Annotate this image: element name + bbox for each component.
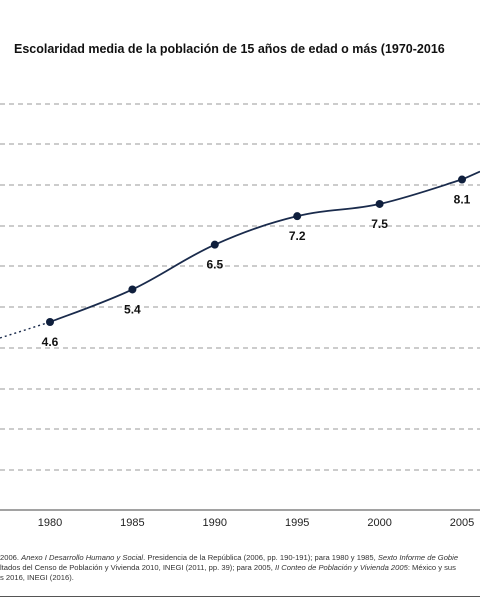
- source-note: 2006. Anexo I Desarrollo Humano y Social…: [0, 553, 480, 583]
- gridlines: [0, 103, 480, 471]
- data-point-1995: [293, 212, 302, 221]
- data-labels: 4.6 5.4 6.5 7.2 7.5 8.1: [42, 193, 471, 349]
- series-leadin-dashed: [0, 321, 51, 339]
- source-line-3: s 2016, INEGI (2016).: [0, 573, 74, 582]
- data-point-1990: [210, 240, 219, 249]
- data-point-2000: [375, 199, 384, 208]
- x-tick-label: 2005: [450, 517, 474, 529]
- line-chart: Escolaridad media de la población de 15 …: [0, 42, 480, 529]
- x-axis-ticks: 1980 1985 1990 1995 2000 2005: [38, 517, 474, 529]
- data-label-1985: 5.4: [124, 302, 141, 316]
- data-label-1995: 7.2: [289, 229, 306, 243]
- data-point-2005: [458, 175, 466, 184]
- data-label-1990: 6.5: [206, 258, 223, 272]
- series-line: [49, 178, 463, 323]
- data-point-1980: [46, 318, 54, 326]
- x-tick-label: 1985: [120, 517, 144, 529]
- chart-title: Escolaridad media de la población de 15 …: [14, 42, 445, 56]
- data-label-1980: 4.6: [42, 335, 59, 349]
- source-line-2: ltados del Censo de Población y Vivienda…: [0, 563, 456, 572]
- x-tick-label: 1995: [285, 517, 309, 529]
- source-line-1: 2006. Anexo I Desarrollo Humano y Social…: [0, 553, 459, 562]
- data-label-2005: 8.1: [454, 193, 471, 207]
- bottom-rule: [0, 596, 480, 597]
- data-label-2000: 7.5: [371, 217, 388, 231]
- data-point-1985: [128, 285, 137, 294]
- data-points: [46, 175, 466, 326]
- x-tick-label: 2000: [367, 517, 391, 529]
- x-tick-label: 1980: [38, 517, 62, 529]
- series-lines: [0, 170, 480, 339]
- x-tick-label: 1990: [203, 517, 227, 529]
